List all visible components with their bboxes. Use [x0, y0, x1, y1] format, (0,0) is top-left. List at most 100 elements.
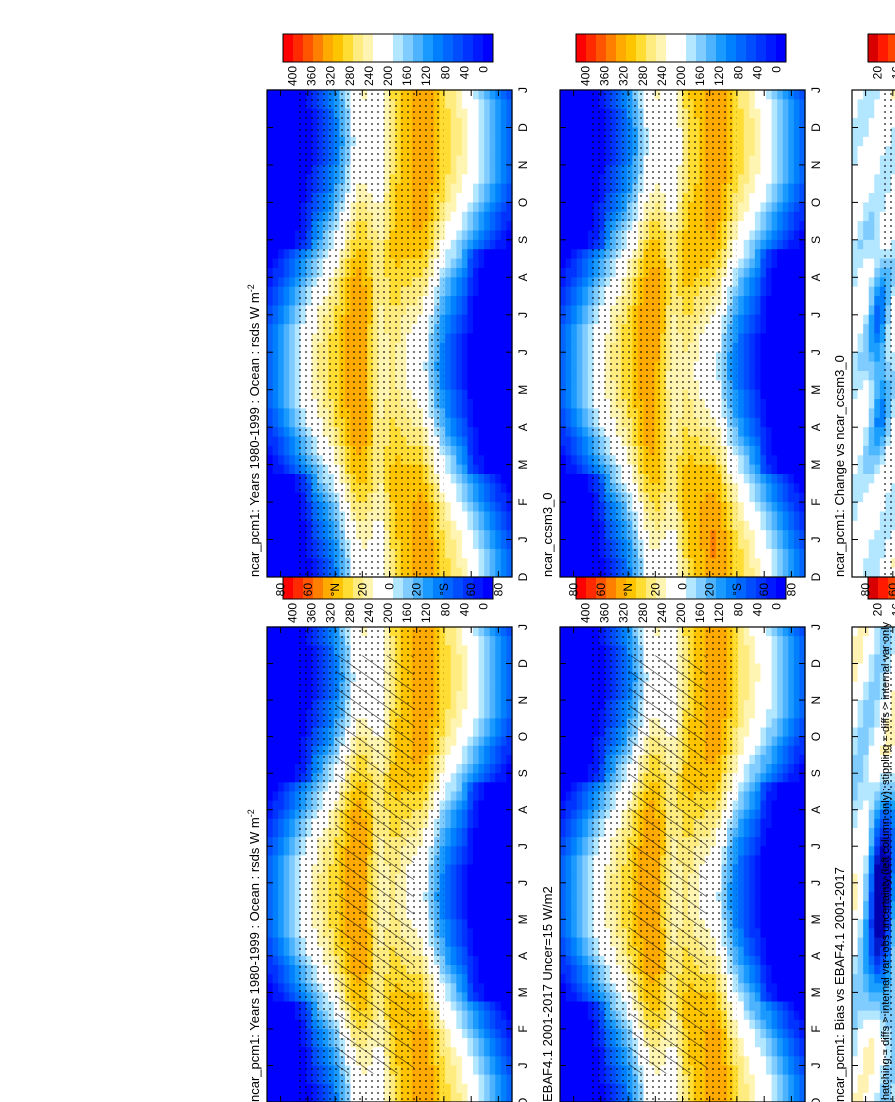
heatmap-cell: [782, 927, 789, 938]
heatmap-cell: [283, 964, 290, 975]
heatmap-cell: [565, 717, 572, 728]
heatmap-cell: [467, 662, 474, 673]
heatmap-cell: [272, 1046, 279, 1057]
heatmap-cell: [571, 635, 578, 646]
heatmap-cell: [500, 708, 508, 719]
heatmap-cell: [777, 927, 784, 938]
heatmap-cell: [283, 644, 290, 655]
heatmap-cell: [267, 1083, 274, 1093]
heatmap-cell: [467, 772, 474, 783]
heatmap-cell: [500, 1064, 508, 1075]
heatmap-cell: [754, 946, 762, 956]
heatmap-cell: [489, 653, 496, 664]
heatmap-cell: [793, 799, 801, 810]
heatmap-cell: [445, 635, 452, 646]
heatmap-cell: [565, 690, 572, 701]
heatmap-cell: [754, 754, 762, 765]
heatmap-cell: [289, 1019, 296, 1029]
heatmap-cell: [495, 790, 502, 801]
heatmap-cell: [450, 845, 457, 856]
heatmap-cell: [473, 772, 480, 783]
heatmap-cell: [771, 681, 778, 691]
heatmap-cell: [500, 1019, 508, 1029]
heatmap-cell: [760, 973, 767, 984]
heatmap-cell: [576, 1019, 583, 1029]
heatmap-cell: [793, 662, 801, 673]
heatmap-cell: [738, 900, 745, 911]
heatmap-cell: [777, 827, 784, 838]
heatmap-cell: [565, 754, 572, 765]
heatmap-cell: [267, 1000, 274, 1011]
heatmap-cell: [782, 635, 789, 646]
heatmap-cell: [754, 982, 762, 993]
heatmap-cell: [272, 781, 279, 792]
heatmap-cell: [450, 1074, 457, 1084]
heatmap-cell: [793, 635, 801, 646]
heatmap-cell: [738, 653, 745, 664]
heatmap-cell: [267, 900, 274, 911]
heatmap-cell: [473, 653, 480, 664]
heatmap-cell: [461, 891, 469, 902]
heatmap-cell: [565, 845, 572, 856]
heatmap-cell: [450, 690, 457, 701]
heatmap-cell: [754, 1019, 762, 1029]
heatmap-cell: [576, 736, 583, 746]
heatmap-cell: [495, 836, 502, 847]
heatmap-cell: [777, 1010, 784, 1020]
heatmap-cell: [478, 1064, 485, 1075]
heatmap-cell: [445, 772, 452, 783]
heatmap-cell: [489, 918, 496, 929]
heatmap-cell: [754, 927, 762, 938]
heatmap-cell: [766, 827, 773, 838]
heatmap-cell: [743, 662, 750, 673]
heatmap-cell: [267, 882, 274, 892]
heatmap-cell: [461, 863, 469, 874]
heatmap-cell: [738, 873, 745, 883]
heatmap-cell: [461, 809, 469, 819]
heatmap-cell: [278, 946, 285, 956]
heatmap-cell: [749, 836, 756, 847]
heatmap-cell: [473, 900, 480, 911]
heatmap-cell: [738, 955, 745, 965]
heatmap-cell: [576, 699, 583, 710]
heatmap-cell: [777, 790, 784, 801]
heatmap-cell: [289, 754, 296, 765]
heatmap-cell: [793, 809, 801, 819]
heatmap-cell: [749, 799, 756, 810]
heatmap-cell: [793, 891, 801, 902]
heatmap-cell: [582, 982, 589, 993]
heatmap-cell: [738, 1083, 745, 1093]
heatmap-cell: [495, 690, 502, 701]
heatmap-cell: [760, 873, 767, 883]
heatmap-cell: [478, 873, 485, 883]
heatmap-cell: [560, 836, 567, 847]
heatmap-cell: [456, 827, 463, 838]
heatmap-cell: [478, 1019, 485, 1029]
heatmap-cell: [743, 672, 750, 682]
heatmap-cell: [484, 854, 491, 865]
heatmap-cell: [283, 736, 290, 746]
heatmap-cell: [278, 672, 285, 682]
heatmap-cell: [777, 836, 784, 847]
heatmap-cell: [267, 754, 274, 765]
heatmap-cell: [738, 973, 745, 984]
heatmap-cell: [473, 863, 480, 874]
heatmap-cell: [788, 854, 795, 865]
heatmap-cell: [461, 836, 469, 847]
heatmap-cell: [760, 1010, 767, 1020]
x-tick-label: O: [516, 732, 530, 741]
heatmap-cell: [793, 1000, 801, 1011]
heatmap-cell: [461, 772, 469, 783]
heatmap-cell: [571, 1064, 578, 1075]
heatmap-cell: [771, 754, 778, 765]
heatmap-cell: [760, 1092, 767, 1102]
heatmap-cell: [272, 1037, 279, 1048]
heatmap-cell: [272, 891, 279, 902]
heatmap-cell: [267, 635, 274, 646]
heatmap-cell: [777, 1083, 784, 1093]
heatmap-cell: [565, 626, 572, 637]
heatmap-cell: [782, 763, 789, 774]
heatmap-cell: [473, 1037, 480, 1048]
heatmap-cell: [560, 644, 567, 655]
heatmap-cell: [500, 1046, 508, 1057]
